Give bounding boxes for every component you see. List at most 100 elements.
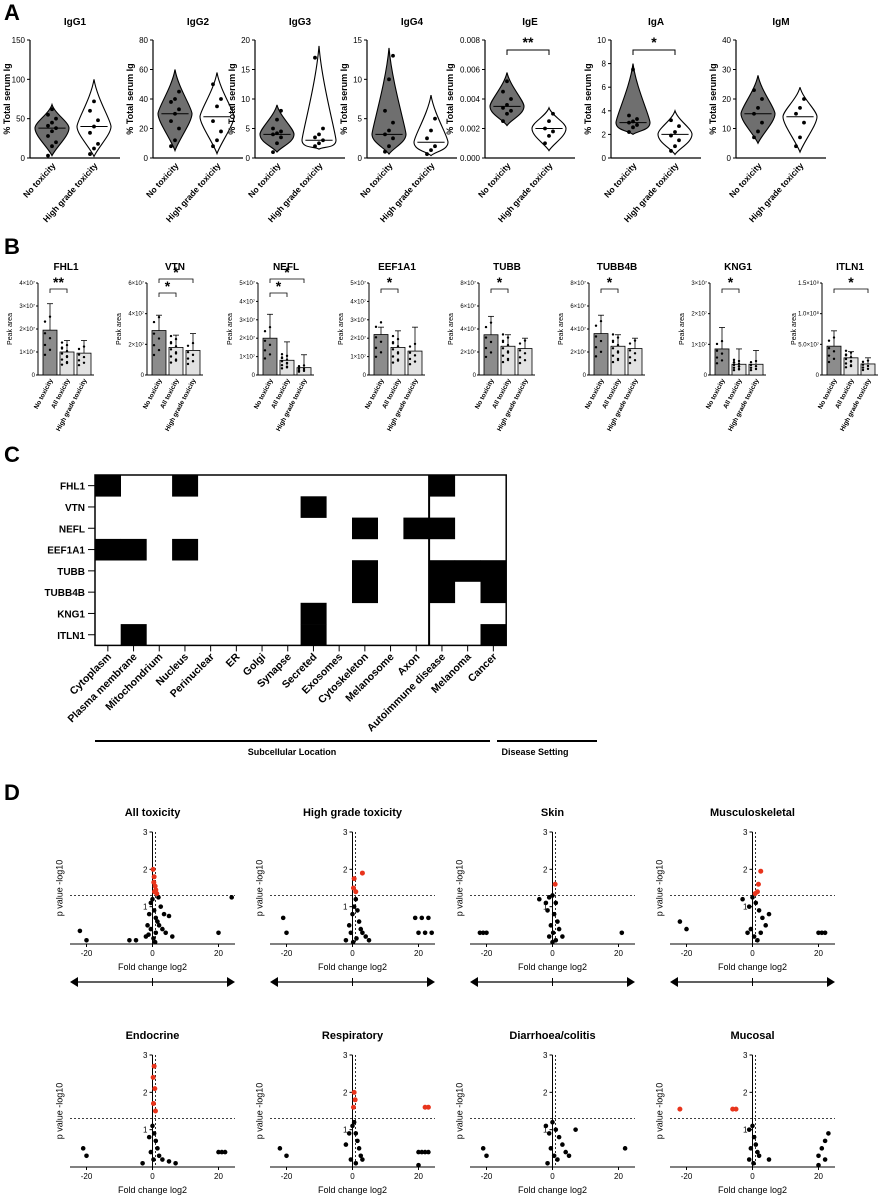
data-point bbox=[170, 934, 175, 939]
data-point bbox=[77, 363, 81, 367]
significant-point bbox=[359, 870, 365, 876]
data-point bbox=[353, 1160, 359, 1166]
data-point bbox=[545, 908, 550, 913]
violin-no-toxicity bbox=[157, 69, 193, 153]
y-tick-label: 0 bbox=[144, 154, 149, 163]
y-tick-label: 1×10⁷ bbox=[19, 349, 35, 356]
data-point bbox=[794, 111, 798, 116]
data-point bbox=[563, 1149, 568, 1155]
volcano-plot-respiratory: Respiratory 1 2 3 -20 0 20 p value -log10 Fold c… bbox=[255, 1030, 435, 1195]
data-point bbox=[798, 135, 802, 140]
x-axis-label: Fold change log2 bbox=[718, 1185, 787, 1195]
data-point bbox=[715, 362, 719, 365]
data-point bbox=[635, 117, 639, 121]
significant-point bbox=[425, 1104, 431, 1110]
x-tick-label: -20 bbox=[681, 1172, 693, 1181]
significant-point bbox=[150, 1074, 156, 1080]
panel-letter-a: A bbox=[4, 0, 20, 25]
y-tick-label: 0 bbox=[21, 154, 26, 163]
y-tick-label: 3×10⁷ bbox=[691, 280, 707, 287]
y-tick-label: 1×10⁷ bbox=[350, 354, 366, 361]
data-point bbox=[150, 896, 155, 902]
data-point bbox=[798, 105, 802, 110]
data-point bbox=[343, 1142, 349, 1147]
data-point bbox=[153, 915, 159, 921]
data-point bbox=[363, 934, 369, 939]
data-point bbox=[547, 119, 551, 124]
data-point bbox=[751, 1160, 756, 1166]
data-point bbox=[505, 111, 509, 116]
data-point bbox=[348, 930, 354, 936]
x-tick-label: 0 bbox=[350, 1172, 355, 1181]
data-point bbox=[54, 116, 58, 121]
data-point bbox=[573, 1127, 578, 1132]
data-point bbox=[616, 358, 620, 362]
data-point bbox=[506, 351, 510, 354]
heatmap-row-label: ITLN1 bbox=[57, 631, 85, 642]
data-point bbox=[191, 353, 195, 357]
chart-title: ITLN1 bbox=[836, 262, 864, 273]
x-tick-label: 20 bbox=[414, 949, 423, 958]
significant-point bbox=[758, 868, 764, 874]
data-point bbox=[65, 361, 69, 365]
data-point bbox=[737, 365, 741, 368]
data-point bbox=[631, 119, 635, 124]
data-point bbox=[732, 358, 736, 362]
arrowhead-left bbox=[270, 977, 278, 987]
data-point bbox=[151, 1131, 157, 1136]
x-tick-label: 0 bbox=[750, 949, 755, 958]
data-point bbox=[302, 364, 306, 367]
chart-title: IgA bbox=[648, 17, 664, 28]
data-point bbox=[566, 1153, 572, 1159]
data-point bbox=[163, 930, 168, 936]
data-point bbox=[280, 915, 286, 921]
significance-label: * bbox=[607, 274, 613, 290]
data-point bbox=[748, 1146, 754, 1151]
data-point bbox=[50, 120, 54, 125]
data-point bbox=[387, 144, 391, 149]
data-point bbox=[153, 930, 159, 936]
y-tick-label: 2 bbox=[602, 130, 607, 139]
y-axis-label: p value -log10 bbox=[655, 1083, 665, 1140]
data-point bbox=[77, 347, 81, 351]
y-tick-label: 2 bbox=[343, 1088, 348, 1097]
significance-label: * bbox=[173, 264, 179, 280]
data-point bbox=[48, 337, 52, 340]
data-point bbox=[732, 366, 736, 370]
significant-point bbox=[353, 889, 359, 895]
data-point bbox=[391, 53, 395, 58]
data-point bbox=[343, 937, 349, 943]
data-point bbox=[173, 138, 177, 143]
data-point bbox=[506, 336, 510, 339]
data-point bbox=[46, 112, 50, 117]
data-point bbox=[169, 334, 173, 338]
data-point bbox=[155, 919, 160, 924]
data-point bbox=[822, 1157, 828, 1162]
data-point bbox=[148, 900, 154, 906]
y-tick-label: 0 bbox=[583, 373, 587, 379]
heatmap-cell-nefl-axon bbox=[403, 517, 430, 540]
data-point bbox=[594, 346, 598, 349]
x-category-label: High grade toxicity bbox=[164, 377, 198, 432]
data-point bbox=[633, 339, 637, 342]
chart-title: Endocrine bbox=[126, 1030, 180, 1042]
y-tick-label: 4×10⁷ bbox=[570, 326, 586, 333]
data-point bbox=[429, 148, 433, 153]
data-point bbox=[360, 930, 365, 936]
data-point bbox=[284, 930, 289, 936]
data-point bbox=[832, 336, 836, 339]
significance-label: * bbox=[651, 34, 657, 50]
data-point bbox=[169, 342, 173, 345]
significant-point bbox=[150, 1101, 156, 1107]
data-point bbox=[545, 1160, 550, 1166]
data-point bbox=[263, 357, 267, 360]
y-tick-label: 6×10⁷ bbox=[128, 280, 144, 287]
data-point bbox=[379, 351, 383, 354]
data-point bbox=[501, 333, 505, 336]
data-point bbox=[285, 358, 289, 361]
data-point bbox=[827, 360, 831, 364]
data-point bbox=[635, 123, 639, 127]
data-point bbox=[631, 125, 635, 130]
y-tick-label: 2 bbox=[743, 1088, 748, 1097]
data-point bbox=[152, 332, 156, 335]
